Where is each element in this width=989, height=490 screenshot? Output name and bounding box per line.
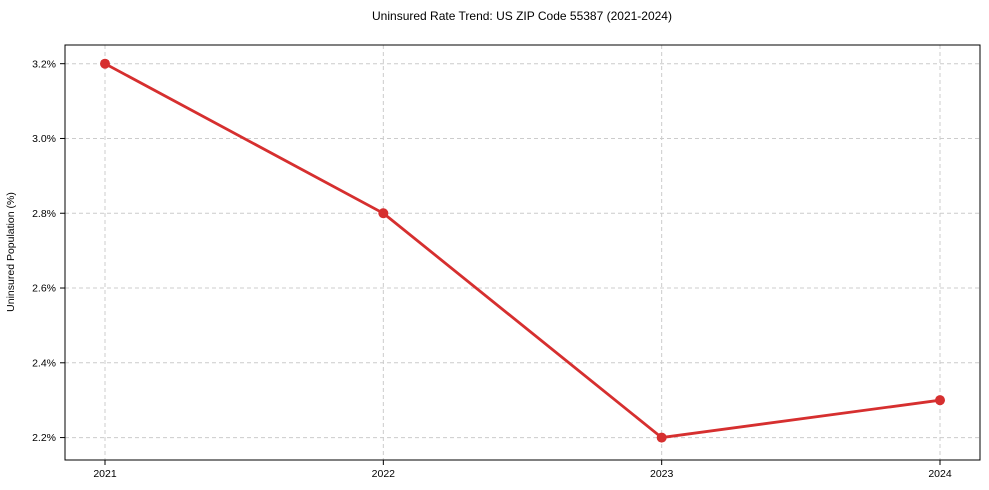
x-tick-label: 2023 — [650, 468, 674, 480]
plot-border — [64, 44, 981, 461]
data-point-marker — [378, 208, 389, 219]
y-tick-label: 3.0% — [32, 133, 56, 145]
y-tick-label: 2.6% — [32, 283, 56, 295]
data-point-marker — [100, 58, 110, 69]
x-tick-label: 2021 — [93, 468, 117, 480]
y-tick-label: 3.2% — [32, 58, 56, 70]
plot-border-rect — [64, 44, 981, 461]
gridlines — [65, 45, 980, 460]
y-tick-label: 2.8% — [32, 208, 56, 220]
x-tick-label: 2022 — [372, 468, 396, 480]
data-point-marker — [935, 395, 945, 406]
data-point-marker — [656, 432, 667, 443]
data-series — [100, 58, 945, 443]
chart-title: Uninsured Rate Trend: US ZIP Code 55387 … — [372, 9, 672, 23]
y-tick-label: 2.2% — [32, 432, 56, 444]
axis-ticks-and-labels: 2.2% 2.4% 2.6% 2.8% 3.0% 3.2% 2021 2022 2023 2024 — [32, 58, 952, 480]
x-tick-label: 2024 — [928, 468, 952, 480]
y-tick-label: 2.4% — [32, 357, 56, 369]
trend-line — [103, 62, 942, 439]
y-axis-label: Uninsured Population (%) — [5, 192, 17, 312]
